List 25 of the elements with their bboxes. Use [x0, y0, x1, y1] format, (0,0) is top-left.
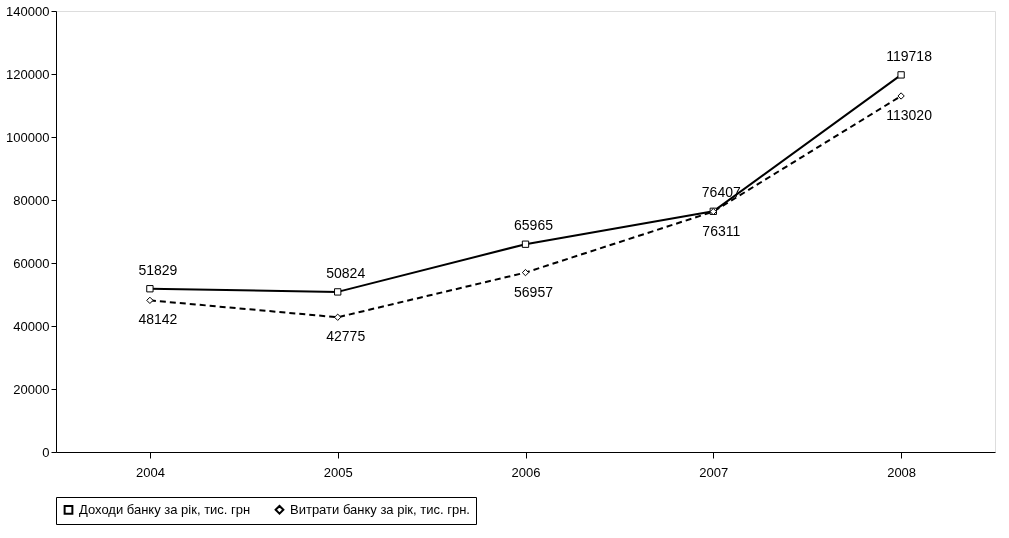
y-tick-label: 60000 [13, 255, 50, 271]
data-label: 51829 [138, 261, 178, 278]
x-tick-label: 2007 [699, 464, 729, 480]
y-tick-label: 0 [42, 444, 50, 460]
data-label: 76311 [702, 222, 741, 239]
x-tick-label: 2005 [323, 464, 353, 480]
data-label: 65965 [514, 217, 554, 234]
data-label: 56957 [514, 283, 554, 300]
x-tick-label: 2008 [887, 464, 917, 480]
x-tick-label: 2006 [511, 464, 541, 480]
legend-label: Витрати банку за рік, тис. грн. [290, 501, 470, 517]
data-label: 50824 [326, 264, 366, 281]
data-label: 119718 [886, 47, 933, 64]
data-label: 76407 [701, 184, 741, 201]
y-tick-label: 40000 [13, 318, 50, 334]
data-label: 48142 [138, 311, 178, 328]
data-label: 42775 [326, 328, 366, 345]
data-label: 113020 [886, 106, 933, 123]
y-tick-label: 120000 [6, 66, 50, 82]
x-tick-label: 2004 [135, 464, 165, 480]
y-tick-label: 100000 [6, 129, 50, 145]
y-tick-label: 20000 [13, 381, 50, 397]
y-tick-label: 140000 [6, 3, 50, 19]
y-tick-label: 80000 [13, 192, 50, 208]
legend-label: Доходи банку за рік, тис. грн [79, 501, 251, 517]
